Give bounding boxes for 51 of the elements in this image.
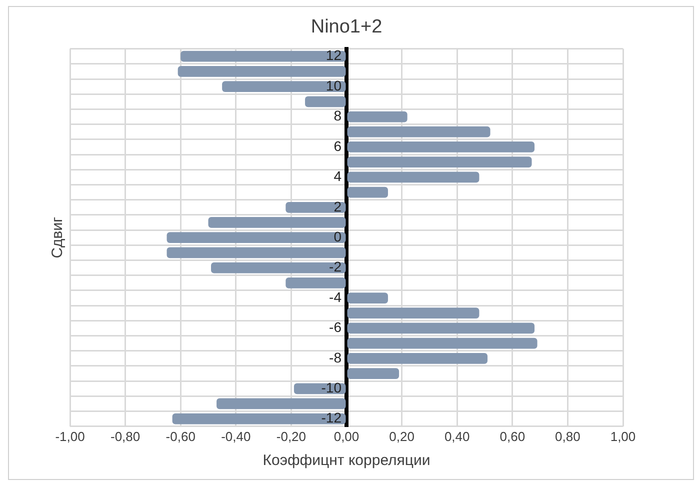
x-tick-label: 0,20: [389, 428, 414, 444]
x-tick-label: 0,60: [500, 428, 526, 444]
bar: [347, 352, 488, 364]
bar: [347, 126, 490, 138]
x-tick-label: 0,40: [444, 428, 470, 444]
bar: [222, 81, 346, 92]
bar: [216, 398, 346, 410]
bar: [347, 338, 538, 349]
bar: [347, 142, 535, 152]
bar: [347, 322, 535, 334]
y-tick-label: -12: [321, 410, 342, 426]
x-tick-label: -0,80: [110, 428, 140, 444]
y-tick-label: 4: [334, 168, 342, 184]
chart-title: Nino1+2: [310, 16, 382, 38]
bar: [286, 202, 346, 213]
bar: [305, 96, 346, 108]
y-tick-label: -4: [329, 288, 342, 305]
x-tick-label: -0,60: [166, 428, 196, 444]
bar: [347, 368, 400, 379]
x-tick-label: -0,40: [221, 428, 251, 444]
y-tick-label: 2: [334, 198, 342, 214]
bar: [166, 247, 346, 258]
bar: [347, 172, 480, 183]
bar: [166, 232, 346, 244]
bar: [178, 66, 346, 77]
y-tick-label: 6: [334, 138, 342, 154]
bar: [208, 217, 346, 228]
bar: [211, 262, 346, 274]
bar: [180, 50, 346, 62]
x-tick-label: -1,00: [55, 428, 85, 444]
bar: [347, 308, 480, 319]
x-tick-label: 1,00: [610, 428, 636, 444]
y-tick-label: 12: [326, 47, 342, 64]
y-tick-label: -10: [321, 380, 342, 396]
y-tick-label: -6: [329, 319, 342, 336]
y-tick-label: 10: [326, 77, 342, 94]
bar: [347, 292, 388, 304]
y-tick-label: -8: [329, 349, 342, 366]
bar: [172, 413, 346, 424]
y-tick-label: 0: [334, 228, 342, 244]
y-axis-title: Сдвиг: [49, 216, 66, 258]
bar: [286, 277, 346, 288]
y-tick-label: -2: [329, 258, 342, 275]
x-tick-label: 0,80: [555, 428, 580, 444]
bar: [347, 186, 388, 198]
x-axis-title: Коэффицнт корреляции: [262, 452, 430, 470]
x-tick-label: -0,20: [276, 428, 306, 444]
bar: [347, 156, 532, 168]
x-tick-label: 0,00: [334, 428, 360, 444]
y-tick-label: 8: [334, 108, 342, 124]
bar: [347, 111, 408, 122]
